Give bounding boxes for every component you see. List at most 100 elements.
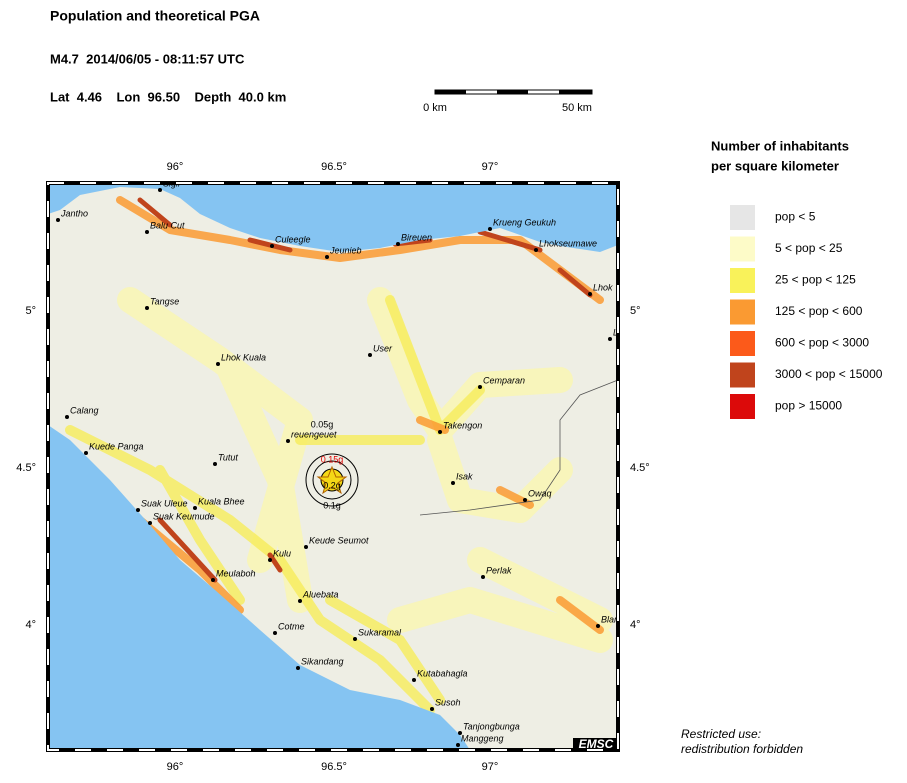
- city-dot: [451, 481, 455, 485]
- city-label: Isak: [456, 471, 473, 481]
- city-dot: [84, 451, 88, 455]
- notice: redistribution forbidden: [681, 742, 803, 756]
- city-dot: [523, 498, 527, 502]
- location: Lat 4.46 Lon 96.50 Depth 40.0 km: [50, 89, 286, 104]
- sea-north: [48, 183, 618, 252]
- scale-end: 50 km: [562, 102, 592, 114]
- legend-label: 3000 < pop < 15000: [775, 367, 883, 381]
- legend-swatch: [730, 236, 755, 262]
- city-label: Kutabahagla: [417, 668, 468, 678]
- lon-tick-label: 96.5°: [321, 761, 347, 773]
- city-label: Blan: [601, 614, 619, 624]
- city-dot: [325, 255, 329, 259]
- city-dot: [438, 430, 442, 434]
- lat-tick-label: 4.5°: [630, 462, 650, 474]
- border: [419, 379, 618, 516]
- city-dot: [273, 631, 277, 635]
- title: Population and theoretical PGA: [50, 8, 260, 24]
- city-dot: [608, 337, 612, 341]
- lat-tick-label: 5°: [25, 305, 36, 317]
- city-dot: [268, 558, 272, 562]
- city-dot: [488, 227, 492, 231]
- city-label: Calang: [70, 405, 99, 415]
- city-dot: [148, 521, 152, 525]
- lon-tick-label: 97°: [482, 761, 499, 773]
- city-dot: [211, 578, 215, 582]
- city-label: Cemparan: [483, 375, 525, 385]
- city-dot: [430, 707, 434, 711]
- city-label: Lhok Kuala: [221, 352, 266, 362]
- city-dot: [396, 242, 400, 246]
- pga-label: 0.1g: [323, 500, 341, 510]
- city-dot: [158, 188, 162, 192]
- city-dot: [286, 439, 290, 443]
- legend-label: pop < 5: [775, 210, 816, 224]
- lat-tick-label: 4°: [25, 619, 36, 631]
- city-dot: [353, 637, 357, 641]
- city-label: Jantho: [60, 208, 88, 218]
- city-label: Balu Cut: [150, 220, 185, 230]
- lat-tick-label: 4°: [630, 619, 641, 631]
- city-label: Tutut: [218, 452, 238, 462]
- city-label: Cotme: [278, 621, 305, 631]
- legend: Number of inhabitants per square kilomet…: [711, 138, 883, 419]
- scale-seg: [497, 90, 528, 94]
- legend-swatch: [730, 394, 755, 419]
- city-dot: [412, 678, 416, 682]
- city-dot: [193, 506, 197, 510]
- city-label: Sukaramal: [358, 627, 402, 637]
- city-dot: [456, 743, 460, 747]
- city-dot: [145, 230, 149, 234]
- city-dot: [481, 575, 485, 579]
- epicenter-star: [316, 465, 348, 495]
- city-label: Sigli: [163, 178, 181, 188]
- city-label: Takengon: [443, 420, 482, 430]
- legend-swatch: [730, 331, 755, 356]
- city-label: reuengeuet: [291, 429, 337, 439]
- sea-west: [48, 425, 470, 750]
- city-label: User: [373, 343, 393, 353]
- city-label: Bireuen: [401, 232, 432, 242]
- frame-dash: [47, 182, 619, 751]
- city-dot: [213, 462, 217, 466]
- pga-ring: [305, 453, 359, 507]
- legend-title: per square kilometer: [711, 158, 839, 173]
- legend-swatch: [730, 205, 755, 230]
- lon-tick-label: 97°: [482, 161, 499, 173]
- city-dot: [296, 666, 300, 670]
- city-dot: [56, 218, 60, 222]
- city-dot: [298, 599, 302, 603]
- legend-swatch: [730, 362, 755, 388]
- notice: Restricted use:: [681, 727, 761, 741]
- legend-label: 25 < pop < 125: [775, 273, 856, 287]
- lat-tick-label: 4.5°: [16, 462, 36, 474]
- city-label: Manggeng: [461, 733, 504, 743]
- pga-label: 0.05g: [311, 419, 334, 429]
- city-dot: [478, 385, 482, 389]
- credit: EMSC: [579, 737, 614, 751]
- scale-seg: [435, 90, 466, 94]
- scale-seg: [559, 90, 592, 94]
- city-label: Krueng Geukuh: [493, 217, 556, 227]
- pga-ring: [312, 460, 352, 500]
- city-label: Aluebata: [302, 589, 339, 599]
- city-label: Susoh: [435, 697, 461, 707]
- legend-label: 5 < pop < 25: [775, 241, 843, 255]
- city-label: Sikandang: [301, 656, 344, 666]
- city-dot: [596, 624, 600, 628]
- city-label: L: [613, 327, 618, 337]
- lon-tick-label: 96°: [167, 161, 184, 173]
- city-label: Suak Uleue: [141, 498, 188, 508]
- lat-tick-label: 5°: [630, 305, 641, 317]
- city-label: Owaq: [528, 488, 552, 498]
- credit-box: [573, 738, 618, 750]
- lon-tick-label: 96°: [167, 761, 184, 773]
- legend-swatch: [730, 268, 755, 293]
- city-label: Keude Seumot: [309, 535, 369, 545]
- city-label: Kuala Bhee: [198, 496, 245, 506]
- city-label: Culeegle: [275, 234, 311, 244]
- city-label: Jeunieb: [329, 245, 362, 255]
- city-label: Tangse: [150, 296, 179, 306]
- legend-label: 125 < pop < 600: [775, 304, 863, 318]
- lon-tick-label: 96.5°: [321, 161, 347, 173]
